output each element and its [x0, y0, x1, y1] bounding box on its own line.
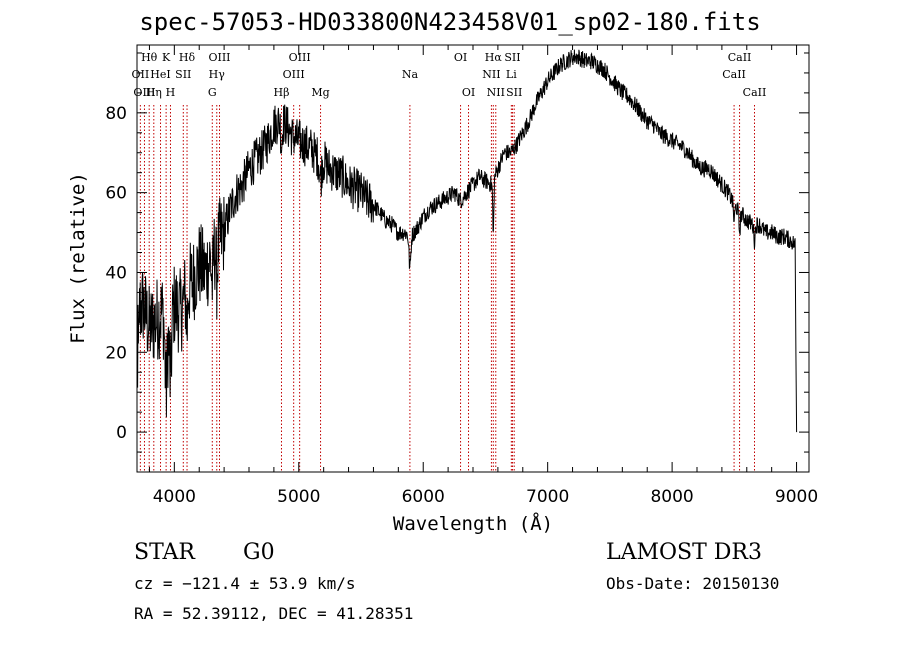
x-tick-label: 9000	[775, 487, 818, 507]
line-label-hei: HeI	[150, 68, 170, 81]
line-label-sii: SII	[504, 51, 520, 64]
line-label-sii: SII	[175, 68, 191, 81]
coordinates: RA = 52.39112, DEC = 41.28351	[134, 604, 414, 623]
y-axis-label: Flux (relative)	[67, 172, 89, 344]
y-tick-label: 0	[116, 423, 127, 443]
spectral-line-labels: Hθ OII OIII K HeI Hη SII H Hδ OIII Hγ G OIII OIII Hβ Mg…	[132, 51, 767, 99]
line-label-oiii: OIII	[289, 51, 311, 64]
line-label-caii: CaII	[722, 68, 746, 81]
line-label-k: K	[162, 51, 171, 64]
x-tick-label: 7000	[526, 487, 569, 507]
line-label-oiii: OIII	[208, 51, 230, 64]
spectrum-line	[137, 49, 798, 433]
line-label-nii: NII	[487, 86, 505, 99]
spectral-subclass: G0	[243, 540, 275, 565]
line-label-hβ: Hβ	[274, 86, 290, 99]
line-label-oiii: OIII	[283, 68, 305, 81]
line-label-na: Na	[402, 68, 419, 81]
x-tick-label: 8000	[650, 487, 693, 507]
line-label-hδ: Hδ	[179, 51, 196, 64]
object-type: STAR	[134, 540, 195, 565]
x-tick-label: 4000	[153, 487, 196, 507]
line-label-oi: OI	[454, 51, 467, 64]
y-tick-label: 60	[105, 184, 127, 204]
y-tick-label: 40	[105, 263, 127, 283]
y-tick-label: 20	[105, 343, 127, 363]
observation-date: Obs-Date: 20150130	[606, 574, 780, 593]
line-label-g: G	[208, 86, 217, 99]
x-axis-label: Wavelength (Å)	[393, 512, 553, 535]
line-label-sii: SII	[506, 86, 522, 99]
y-axis: 0 20 40 60 80	[105, 52, 809, 473]
line-label-hγ: Hγ	[209, 68, 226, 81]
line-label-caii: CaII	[743, 86, 767, 99]
line-label-hα: Hα	[485, 51, 503, 64]
survey-name: LAMOST DR3	[606, 540, 762, 565]
x-axis: 4000 5000 6000 7000 8000 9000	[148, 45, 818, 507]
line-label-oi: OI	[462, 86, 475, 99]
line-label-nii: NII	[482, 68, 500, 81]
x-tick-label: 5000	[277, 487, 320, 507]
line-label-li: Li	[506, 68, 517, 81]
line-label-mg: Mg	[311, 86, 329, 99]
spectral-line-markers	[139, 105, 755, 472]
plot-frame	[136, 44, 810, 473]
y-tick-label: 80	[105, 104, 127, 124]
line-label-hη: Hη	[146, 86, 162, 99]
line-label-h: H	[166, 86, 176, 99]
x-tick-label: 6000	[402, 487, 445, 507]
line-label-hθ: Hθ	[141, 51, 158, 64]
redshift-velocity: cz = −121.4 ± 53.9 km/s	[134, 574, 356, 593]
line-label-oii: OII	[132, 68, 150, 81]
chart-title: spec-57053-HD033800N423458V01_sp02-180.f…	[139, 8, 761, 36]
line-label-caii: CaII	[728, 51, 752, 64]
line-label-oiii: OIII	[133, 86, 155, 99]
